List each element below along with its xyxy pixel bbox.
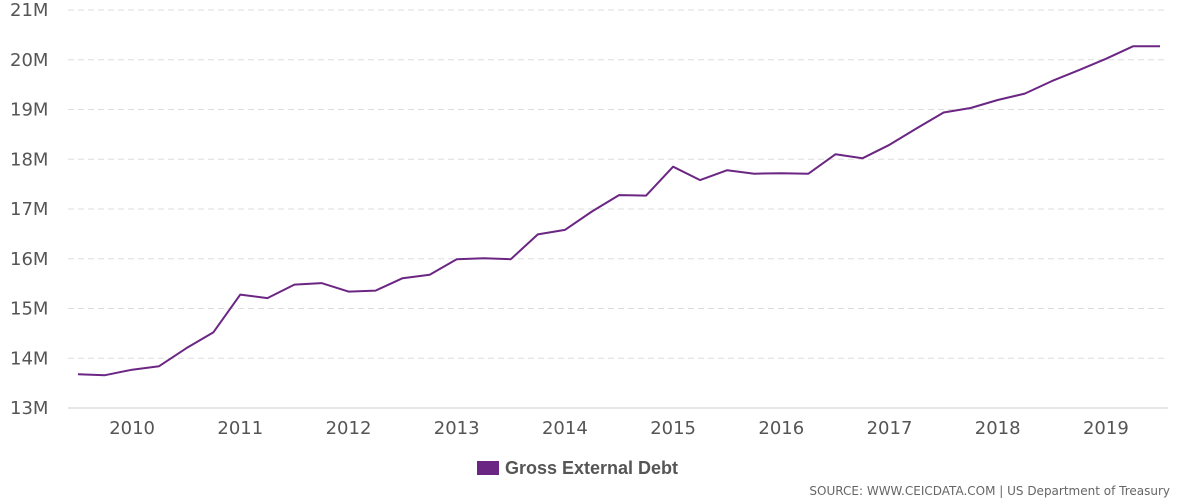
x-tick-label: 2011 [217, 418, 263, 439]
y-tick-label: 16M [10, 249, 48, 270]
x-tick-label: 2010 [109, 418, 155, 439]
y-tick-label: 17M [10, 199, 48, 220]
legend[interactable]: Gross External Debt [0, 458, 1155, 479]
gridlines [68, 9, 1168, 359]
x-tick-label: 2012 [326, 418, 372, 439]
y-tick-label: 14M [10, 348, 48, 369]
series-line[interactable] [77, 45, 1160, 377]
y-tick-label: 20M [10, 50, 48, 71]
legend-swatch [476, 461, 499, 475]
x-tick-label: 2014 [542, 418, 588, 439]
legend-label: Gross External Debt [504, 458, 679, 478]
y-axis-ticks: 13M 14M 15M 16M 17M 18M 19M 20M 21M [10, 0, 48, 419]
y-tick-label: 18M [10, 149, 48, 170]
x-tick-label: 2013 [434, 418, 480, 439]
x-tick-label: 2018 [975, 418, 1021, 439]
x-tick-label: 2015 [650, 418, 696, 439]
x-axis-ticks: 2010 2011 2012 2013 2014 2015 2016 2017 2018 2019 [109, 418, 1129, 439]
x-tick-label: 2019 [1083, 418, 1129, 439]
source-note: SOURCE: WWW.CEICDATA.COM | US Department… [809, 484, 1170, 498]
series-layer [77, 45, 1160, 377]
x-tick-label: 2016 [758, 418, 804, 439]
y-tick-label: 19M [10, 100, 48, 121]
y-tick-label: 13M [10, 398, 48, 419]
y-tick-label: 21M [10, 0, 48, 21]
x-tick-label: 2017 [867, 418, 913, 439]
y-tick-label: 15M [10, 299, 48, 320]
